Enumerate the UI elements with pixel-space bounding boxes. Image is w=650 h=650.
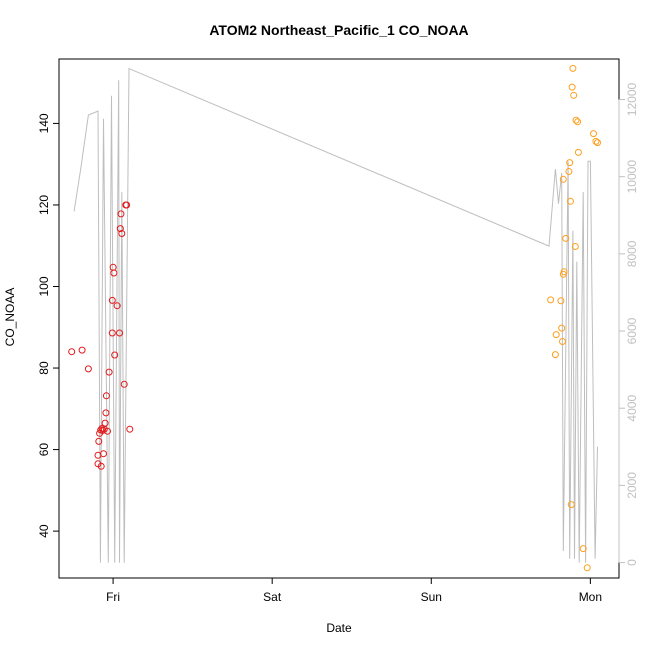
data-point (590, 130, 597, 138)
data-point (100, 450, 107, 458)
data-point (569, 64, 577, 72)
data-point (557, 297, 565, 305)
x-tick-label: Fri (106, 590, 120, 604)
data-point (559, 175, 567, 183)
data-point (78, 346, 86, 354)
y2-tick-label: 12000 (625, 83, 639, 117)
points-layer (68, 64, 601, 572)
x-tick-label: Sun (421, 590, 442, 604)
data-point (551, 351, 559, 359)
y2-tick-label: 10000 (625, 160, 639, 194)
data-point (111, 351, 119, 359)
y2-tick-label: 4000 (625, 395, 639, 422)
data-point (567, 501, 575, 509)
y-tick-label: 40 (37, 524, 51, 538)
y-tick-label: 60 (37, 443, 51, 457)
data-point (117, 210, 125, 218)
data-point (116, 329, 123, 337)
data-point (118, 230, 126, 237)
data-point (552, 331, 560, 339)
altitude-layer (73, 67, 598, 563)
data-point (570, 91, 578, 99)
data-point (104, 427, 111, 435)
y-tick-label: 100 (37, 276, 51, 296)
data-point (97, 462, 105, 470)
data-point (105, 368, 113, 376)
y2-tick-label: 6000 (625, 317, 639, 344)
data-point (95, 437, 103, 445)
x-tick-label: Sat (263, 590, 282, 604)
data-point (562, 234, 570, 242)
data-point (547, 296, 555, 304)
data-point (592, 137, 600, 145)
data-point (594, 139, 601, 147)
y-axis-left: 40 60 80 100 120 140 (37, 113, 59, 538)
data-point (116, 225, 124, 233)
data-point (120, 380, 128, 388)
x-axis: Fri Sat Sun Mon (106, 578, 602, 604)
data-point (123, 201, 131, 209)
y2-tick-label: 0 (625, 559, 639, 566)
data-point (108, 329, 116, 337)
data-point (108, 296, 116, 304)
data-point (574, 148, 582, 156)
data-point (560, 268, 568, 276)
data-point (101, 419, 109, 427)
data-point (583, 564, 591, 572)
data-point (99, 426, 107, 434)
data-point (558, 324, 566, 332)
data-point (579, 545, 587, 553)
altitude-line (73, 67, 598, 563)
chart-title: ATOM2 Northeast_Pacific_1 CO_NOAA (209, 22, 468, 38)
y-tick-label: 140 (37, 113, 51, 133)
data-point (568, 83, 576, 91)
data-point (574, 118, 582, 126)
data-point (68, 348, 76, 356)
x-axis-label: Date (326, 621, 352, 635)
data-point (84, 365, 92, 373)
data-point (559, 338, 566, 345)
data-point (102, 409, 110, 417)
y-axis-label: CO_NOAA (3, 288, 17, 347)
series-2 (547, 64, 601, 572)
data-point (110, 269, 118, 277)
data-point (566, 159, 574, 167)
y-tick-label: 120 (37, 195, 51, 215)
x-tick-label: Mon (579, 590, 602, 604)
y2-tick-label: 8000 (625, 240, 639, 267)
y-tick-label: 80 (37, 361, 51, 375)
data-point (572, 116, 580, 124)
data-point (571, 243, 579, 250)
series-1 (68, 201, 134, 470)
data-point (565, 168, 573, 175)
data-point (567, 197, 574, 205)
y-axis-right: 0 2000 4000 6000 8000 10000 12000 (618, 83, 639, 566)
y2-tick-label: 2000 (625, 472, 639, 499)
data-point (113, 302, 121, 310)
data-point (102, 392, 110, 400)
data-point (126, 425, 134, 433)
